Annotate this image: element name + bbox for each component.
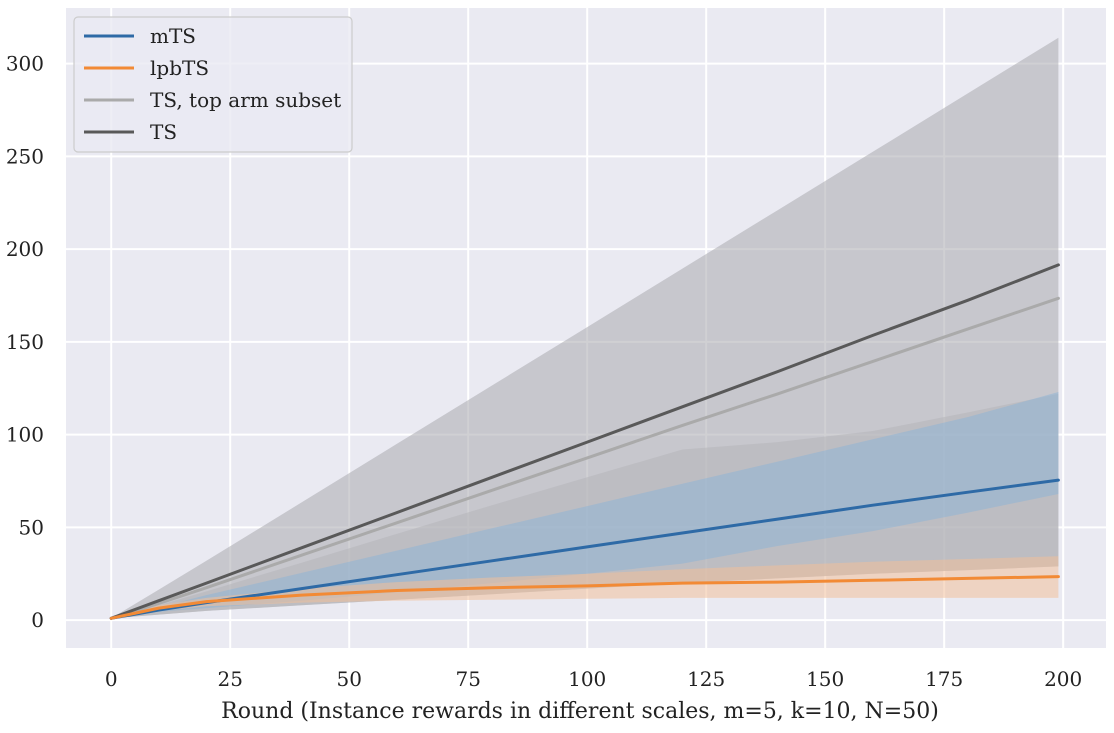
x-axis-title: Round (Instance rewards in different sca… (221, 699, 939, 724)
tick-labels: 0 25 50 75 100 125 150 175 200 0 50 100 150 200 250 300 (6, 52, 1082, 691)
x-tick-label: 175 (925, 667, 963, 691)
legend-box (73, 16, 353, 153)
y-tick-label: 200 (6, 237, 44, 261)
legend-label: TS (150, 120, 177, 144)
x-tick-label: 0 (105, 667, 118, 691)
y-tick-label: 0 (31, 608, 44, 632)
line-lpbts (109, 575, 1060, 620)
x-tick-label: 200 (1044, 667, 1082, 691)
y-tick-label: 250 (6, 144, 44, 168)
y-tick-label: 100 (6, 423, 44, 447)
x-tick-label: 25 (217, 667, 242, 691)
legend-label: lpbTS (150, 56, 209, 80)
x-tick-label: 75 (455, 667, 480, 691)
y-tick-label: 150 (6, 330, 44, 354)
y-tick-label: 50 (19, 515, 44, 539)
legend: mTS lpbTS TS, top arm subset TS (73, 16, 353, 153)
legend-label: TS, top arm subset (150, 88, 341, 112)
x-tick-label: 150 (806, 667, 844, 691)
series-lines (109, 263, 1060, 620)
legend-label: mTS (150, 24, 196, 48)
x-tick-label: 50 (336, 667, 361, 691)
x-tick-label: 125 (687, 667, 725, 691)
x-tick-label: 100 (568, 667, 606, 691)
line-ts (109, 263, 1060, 620)
y-tick-label: 300 (6, 52, 44, 76)
line-ts-top-arm-subset (109, 296, 1060, 620)
